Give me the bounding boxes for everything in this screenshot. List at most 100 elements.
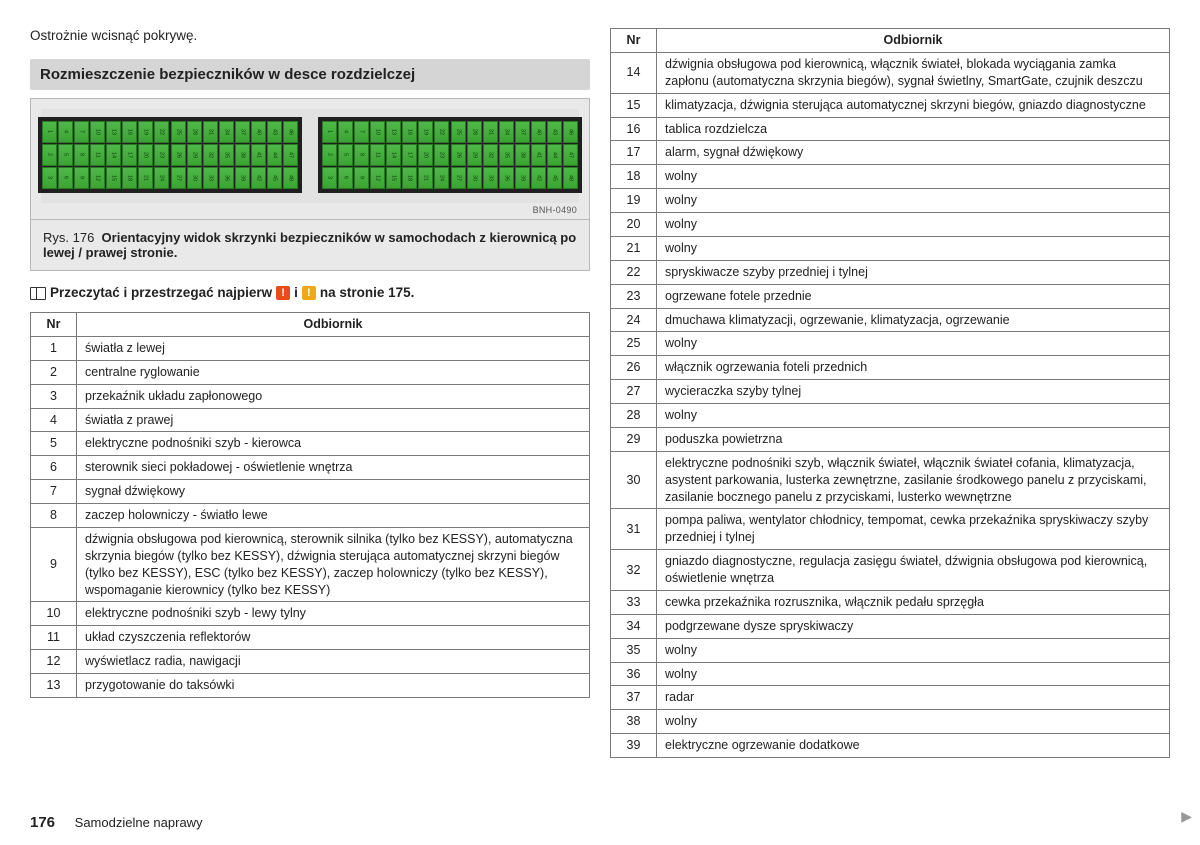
fuse-cell: 17: [402, 144, 417, 166]
fuse-cell: 44: [547, 144, 562, 166]
cell-nr: 31: [611, 509, 657, 550]
fuse-cell: 31: [203, 121, 218, 143]
fuse-cell: 15: [106, 167, 121, 189]
cell-desc: wolny: [657, 236, 1170, 260]
cell-desc: sterownik sieci pokładowej - oświetlenie…: [77, 456, 590, 480]
cell-desc: klimatyzacja, dźwignia sterująca automat…: [657, 93, 1170, 117]
fuse-cell: 13: [386, 121, 401, 143]
fuse-cell: 39: [235, 167, 250, 189]
cell-desc: elektryczne podnośniki szyb - lewy tylny: [77, 602, 590, 626]
cell-nr: 38: [611, 710, 657, 734]
cell-nr: 27: [611, 380, 657, 404]
cell-desc: poduszka powietrzna: [657, 427, 1170, 451]
fuse-cell: 40: [531, 121, 546, 143]
fuse-cell: 12: [90, 167, 105, 189]
cell-nr: 13: [31, 674, 77, 698]
fuse-cell: 30: [467, 167, 482, 189]
table-row: 18wolny: [611, 165, 1170, 189]
cell-nr: 3: [31, 384, 77, 408]
table-row: 7sygnał dźwiękowy: [31, 480, 590, 504]
cell-nr: 28: [611, 404, 657, 428]
cell-nr: 1: [31, 336, 77, 360]
table-row: 35wolny: [611, 638, 1170, 662]
table-row: 14dźwignia obsługowa pod kierownicą, włą…: [611, 52, 1170, 93]
cell-desc: zaczep holowniczy - światło lewe: [77, 504, 590, 528]
fuse-cell: 41: [251, 144, 266, 166]
fuse-cell: 34: [219, 121, 234, 143]
cell-desc: wolny: [657, 662, 1170, 686]
table-row: 31pompa paliwa, wentylator chłodnicy, te…: [611, 509, 1170, 550]
page-number: 176: [30, 814, 55, 831]
fuse-figure: 123456789101112131415161718192021222324 …: [30, 98, 590, 220]
fuse-cell: 38: [515, 144, 530, 166]
cell-desc: elektryczne podnośniki szyb, włącznik św…: [657, 451, 1170, 509]
table-row: 16tablica rozdzielcza: [611, 117, 1170, 141]
fuse-cell: 4: [338, 121, 353, 143]
fuse-cell: 5: [58, 144, 73, 166]
cell-nr: 22: [611, 260, 657, 284]
fuse-cell: 30: [187, 167, 202, 189]
table-row: 38wolny: [611, 710, 1170, 734]
cell-desc: cewka przekaźnika rozrusznika, włącznik …: [657, 590, 1170, 614]
warning-yellow-icon: !: [302, 286, 316, 300]
cell-desc: wolny: [657, 332, 1170, 356]
fuse-cell: 21: [138, 167, 153, 189]
table-row: 6sterownik sieci pokładowej - oświetleni…: [31, 456, 590, 480]
fuse-cell: 47: [563, 144, 578, 166]
warning-red-icon: !: [276, 286, 290, 300]
fuse-cell: 42: [531, 167, 546, 189]
fuse-cell: 25: [171, 121, 186, 143]
fuse-diagram: 123456789101112131415161718192021222324 …: [41, 109, 579, 203]
fuse-cell: 15: [386, 167, 401, 189]
fuse-cell: 20: [138, 144, 153, 166]
fuse-cell: 3: [42, 167, 57, 189]
table-row: 12wyświetlacz radia, nawigacji: [31, 650, 590, 674]
fuse-cell: 45: [547, 167, 562, 189]
fuse-cell: 13: [106, 121, 121, 143]
fuse-cell: 1: [42, 121, 57, 143]
table-row: 1światła z lewej: [31, 336, 590, 360]
cell-desc: światła z prawej: [77, 408, 590, 432]
cell-desc: tablica rozdzielcza: [657, 117, 1170, 141]
cell-desc: pompa paliwa, wentylator chłodnicy, temp…: [657, 509, 1170, 550]
fuse-cell: 19: [418, 121, 433, 143]
fuse-cell: 48: [563, 167, 578, 189]
fuse-cell: 31: [483, 121, 498, 143]
fuse-cell: 22: [434, 121, 449, 143]
cell-nr: 33: [611, 590, 657, 614]
cell-nr: 37: [611, 686, 657, 710]
fuse-cell: 43: [547, 121, 562, 143]
cell-desc: dmuchawa klimatyzacji, ogrzewanie, klima…: [657, 308, 1170, 332]
cell-desc: podgrzewane dysze spryskiwaczy: [657, 614, 1170, 638]
fuse-cell: 27: [451, 167, 466, 189]
fuse-cell: 32: [203, 144, 218, 166]
fuse-cell: 24: [154, 167, 169, 189]
footer-text: Samodzielne naprawy: [75, 815, 203, 830]
cell-desc: alarm, sygnał dźwiękowy: [657, 141, 1170, 165]
cell-desc: włącznik ogrzewania foteli przednich: [657, 356, 1170, 380]
cell-desc: elektryczne ogrzewanie dodatkowe: [657, 734, 1170, 758]
cell-nr: 7: [31, 480, 77, 504]
book-icon: [30, 287, 46, 299]
caption-prefix: Rys. 176: [43, 230, 94, 245]
cell-desc: ogrzewane fotele przednie: [657, 284, 1170, 308]
fuse-cell: 16: [402, 121, 417, 143]
th-nr: Nr: [31, 313, 77, 337]
table-row: 13przygotowanie do taksówki: [31, 674, 590, 698]
fuse-cell: 12: [370, 167, 385, 189]
intro-text: Ostrożnie wcisnąć pokrywę.: [30, 28, 590, 43]
table-row: 34podgrzewane dysze spryskiwaczy: [611, 614, 1170, 638]
fuse-cell: 7: [74, 121, 89, 143]
fuse-cell: 23: [154, 144, 169, 166]
table-row: 30elektryczne podnośniki szyb, włącznik …: [611, 451, 1170, 509]
fuse-cell: 5: [338, 144, 353, 166]
fuse-cell: 37: [235, 121, 250, 143]
cell-desc: radar: [657, 686, 1170, 710]
cell-desc: wolny: [657, 189, 1170, 213]
table-row: 9dźwignia obsługowa pod kierownicą, ster…: [31, 527, 590, 602]
table-row: 24dmuchawa klimatyzacji, ogrzewanie, kli…: [611, 308, 1170, 332]
cell-nr: 29: [611, 427, 657, 451]
fuse-cell: 18: [402, 167, 417, 189]
fuse-cell: 32: [483, 144, 498, 166]
fuse-cell: 14: [386, 144, 401, 166]
